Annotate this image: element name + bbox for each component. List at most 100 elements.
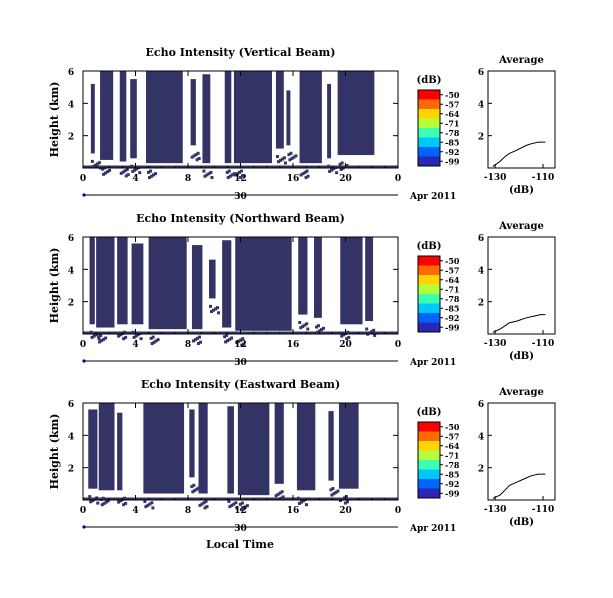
y-tick-label: 6 <box>68 400 74 410</box>
y-tick-label: 6 <box>68 234 74 244</box>
echo-speckle <box>228 174 232 178</box>
echo-speckle <box>117 500 121 504</box>
echo-speckle <box>104 500 108 504</box>
echo-speckle <box>240 174 244 178</box>
echo-speckle <box>301 499 305 503</box>
echo-speckle <box>96 501 100 505</box>
echo-speckle <box>297 501 301 505</box>
echo-block <box>198 403 208 494</box>
echo-speckle <box>227 499 231 503</box>
echo-speckle <box>133 168 137 172</box>
echo-speckle <box>121 170 125 174</box>
echo-speckle <box>345 500 349 504</box>
echo-speckle <box>214 307 217 311</box>
echo-speckle <box>119 171 123 175</box>
echo-block <box>237 403 270 496</box>
echo-block <box>340 237 363 325</box>
echo-speckle <box>93 163 97 167</box>
average-x-tick-label: -130 <box>484 339 507 349</box>
echo-speckle <box>276 492 280 496</box>
echo-speckle <box>156 338 160 342</box>
echo-speckle <box>317 324 320 328</box>
heatmap-title: Echo Intensity (Eastward Beam) <box>141 378 340 391</box>
colorbar-frame <box>417 421 441 499</box>
x-tick-label: 20 <box>339 506 352 516</box>
echo-block <box>314 237 322 318</box>
echo-block <box>98 403 115 491</box>
echo-speckle <box>97 161 101 165</box>
colorbar-segment <box>418 488 440 499</box>
echo-speckle <box>339 167 343 171</box>
echo-speckle <box>227 169 231 173</box>
x-tick-label: 0 <box>395 174 401 184</box>
echo-speckle <box>104 171 108 175</box>
echo-speckle <box>144 505 148 509</box>
echo-speckle <box>119 499 123 503</box>
echo-speckle <box>365 327 369 331</box>
echo-speckle <box>278 158 282 162</box>
echo-speckle <box>191 339 195 343</box>
echo-speckle <box>191 490 195 494</box>
colorbar-tick-label: -85 <box>445 137 459 147</box>
echo-speckle <box>100 503 104 507</box>
echo-speckle <box>150 342 154 346</box>
colorbar-tick-label: -71 <box>445 118 459 128</box>
average-x-tick-label: -130 <box>484 505 507 515</box>
echo-speckle <box>235 341 239 345</box>
echo-speckle <box>226 176 230 180</box>
echo-speckle <box>304 176 308 180</box>
echo-speckle <box>207 172 211 176</box>
average-x-tick-label: -130 <box>484 173 507 183</box>
average-profile-line <box>492 473 546 499</box>
echo-speckle <box>95 162 99 166</box>
echo-speckle <box>232 502 236 506</box>
echo-block <box>190 79 196 146</box>
echo-block <box>191 245 203 330</box>
echo-speckle <box>123 169 127 173</box>
echo-speckle <box>282 156 286 160</box>
echo-speckle <box>200 502 204 506</box>
colorbar-frame <box>417 89 441 167</box>
colorbar-segment <box>418 479 440 489</box>
echo-speckle <box>205 173 209 177</box>
date-label: Apr 2011 <box>409 358 456 368</box>
average-y-tick-label: 4 <box>478 432 484 442</box>
echo-block <box>298 237 308 315</box>
echo-speckle <box>343 501 347 505</box>
echo-block <box>299 71 322 164</box>
echo-speckle <box>196 342 200 346</box>
colorbar-segment <box>418 156 440 167</box>
date-label: Apr 2011 <box>409 192 456 202</box>
colorbar-segment <box>418 118 440 129</box>
echo-speckle <box>301 172 305 176</box>
echo-speckle <box>329 488 333 492</box>
echo-speckle <box>122 337 126 341</box>
colorbar-segment <box>418 90 440 100</box>
colorbar-unit: (dB) <box>417 407 442 418</box>
echo-speckle <box>320 328 323 332</box>
colorbar-segment <box>418 303 440 314</box>
echo-speckle <box>94 333 98 337</box>
echo-speckle <box>287 153 291 157</box>
echo-block <box>296 403 316 491</box>
echo-block <box>119 71 127 162</box>
echo-speckle <box>124 501 128 505</box>
heatmap-title: Echo Intensity (Northward Beam) <box>136 212 345 225</box>
average-frame <box>487 236 556 335</box>
x-tick-label: 20 <box>339 340 352 350</box>
echo-block <box>338 403 359 489</box>
echo-speckle <box>235 172 239 176</box>
echo-speckle <box>274 494 278 498</box>
echo-speckle <box>195 336 199 340</box>
colorbar-tick-label: -92 <box>445 479 459 489</box>
x-tick-label: 4 <box>132 174 138 184</box>
echo-speckle <box>242 342 246 346</box>
colorbar-tick-label: -78 <box>445 460 460 470</box>
colorbar-tick-label: -92 <box>445 147 459 157</box>
date-bar-start-marker <box>82 193 86 197</box>
echo-speckle <box>196 151 200 155</box>
average-frame <box>487 70 556 169</box>
colorbar-tick-label: -99 <box>445 156 460 166</box>
echo-speckle <box>90 335 94 339</box>
average-x-label: (dB) <box>509 517 534 528</box>
